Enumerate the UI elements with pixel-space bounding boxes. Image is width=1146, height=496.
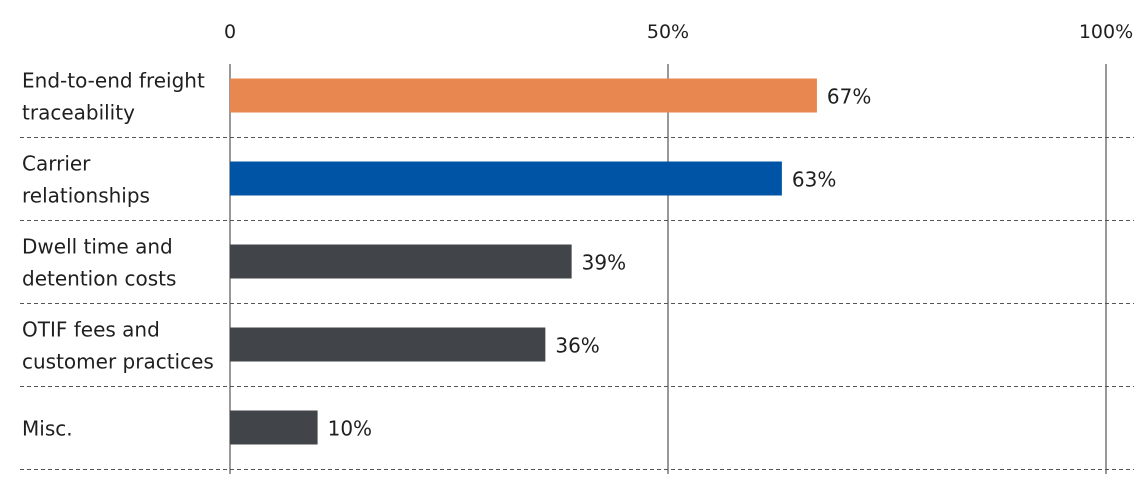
value-label: 63% bbox=[792, 168, 836, 192]
category-label: Carrier relationships bbox=[22, 152, 150, 208]
category-labels: End-to-end freight traceability Carrier rel… bbox=[22, 69, 214, 441]
x-tick-label: 50% bbox=[647, 21, 689, 43]
row-separators bbox=[20, 137, 1134, 470]
value-label: 36% bbox=[555, 334, 599, 358]
bar bbox=[230, 327, 546, 362]
value-label: 39% bbox=[582, 251, 626, 275]
category-label-line: End-to-end freight bbox=[22, 69, 205, 93]
category-label-line: traceability bbox=[22, 101, 135, 125]
category-label-line: OTIF fees and bbox=[22, 318, 160, 342]
bar bbox=[230, 78, 817, 113]
value-label: 10% bbox=[328, 417, 372, 441]
x-axis-tick-labels: 0 50% 100% bbox=[224, 21, 1133, 43]
category-label-line: relationships bbox=[22, 184, 150, 208]
bars bbox=[230, 78, 817, 445]
category-label: OTIF fees and customer practices bbox=[22, 318, 214, 374]
value-labels: 67% 63% 39% 36% 10% bbox=[328, 85, 872, 441]
category-label: Misc. bbox=[22, 417, 73, 441]
category-label-line: Misc. bbox=[22, 417, 73, 441]
bar bbox=[230, 161, 782, 196]
bar bbox=[230, 244, 572, 279]
category-label: End-to-end freight traceability bbox=[22, 69, 205, 125]
category-label: Dwell time and detention costs bbox=[22, 235, 176, 291]
category-label-line: Carrier bbox=[22, 152, 91, 176]
category-label-line: detention costs bbox=[22, 267, 176, 291]
category-label-line: customer practices bbox=[22, 350, 214, 374]
bar bbox=[230, 410, 318, 445]
x-tick-label: 100% bbox=[1079, 21, 1133, 43]
x-tick-label: 0 bbox=[224, 21, 236, 43]
value-label: 67% bbox=[827, 85, 871, 109]
category-label-line: Dwell time and bbox=[22, 235, 173, 259]
